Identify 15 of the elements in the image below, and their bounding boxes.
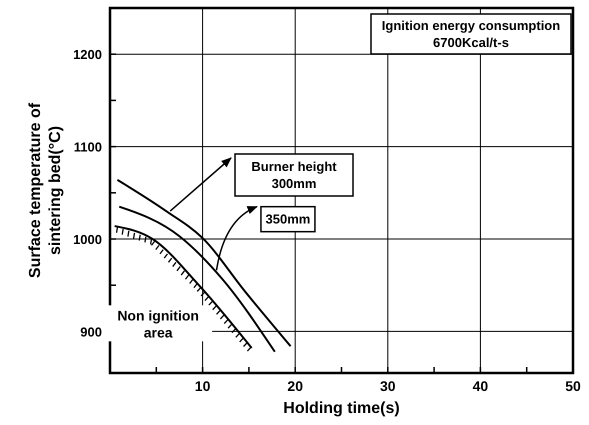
- x-tick-label: 20: [287, 378, 304, 394]
- text: Burner height 300mm: [251, 159, 338, 191]
- text: 350mm: [266, 212, 310, 227]
- y-tick-label: 900: [80, 324, 102, 340]
- x-tick-label: 30: [380, 378, 396, 394]
- y-tick-label: 1100: [74, 140, 102, 155]
- annotation: Ignition energy consumption 6700Kcal/t-s: [382, 18, 560, 50]
- y-tick-label: 1000: [73, 232, 102, 248]
- y-tick-label: 1200: [73, 47, 102, 62]
- annotation: Non ignition area: [117, 307, 199, 340]
- x-tick-label: 10: [194, 378, 211, 394]
- x-tick-label: 40: [472, 378, 488, 394]
- x-axis-title: Holding time(s): [283, 400, 400, 417]
- x-tick-label: 50: [565, 378, 581, 394]
- y-axis-title: Surface temperature of sintering bed(°C): [27, 102, 64, 278]
